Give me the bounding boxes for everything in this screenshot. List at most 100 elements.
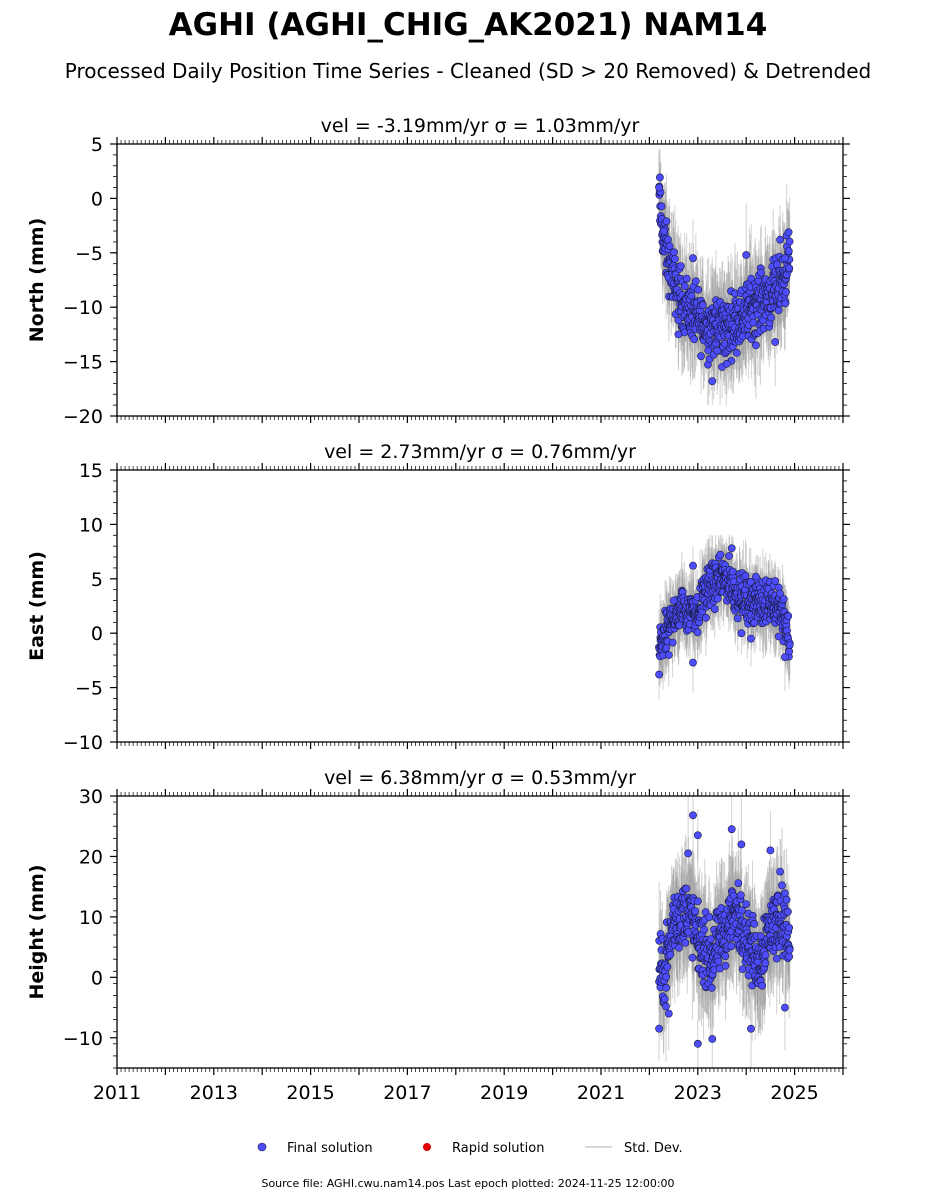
final-solution-point: [742, 900, 750, 908]
final-solution-point: [747, 634, 755, 643]
x-tick-label: 2021: [577, 1082, 625, 1104]
final-solution-point: [664, 235, 672, 244]
final-solution-point: [708, 1035, 717, 1043]
final-solution-point: [732, 348, 741, 357]
final-solution-point: [742, 251, 751, 259]
final-solution-point: [727, 544, 736, 553]
y-axis-label: North (mm): [26, 218, 48, 343]
legend: Final solution Rapid solution Std. Dev.: [257, 1141, 683, 1156]
footer-source: Source file: AGHI.cwu.nam14.pos Last epo…: [261, 1177, 674, 1190]
final-solution-point: [656, 173, 664, 182]
final-solution-point: [747, 1024, 755, 1033]
y-tick-label: −10: [63, 732, 103, 754]
final-solution-point: [785, 952, 794, 961]
final-solution-point: [734, 879, 743, 887]
final-solution-point: [682, 274, 691, 283]
final-solution-point: [781, 254, 789, 263]
final-solution-point: [781, 1003, 789, 1012]
legend-label-final: Final solution: [287, 1141, 373, 1156]
final-solution-point: [662, 644, 671, 652]
x-tick-label: 2011: [93, 1082, 141, 1104]
y-tick-label: −10: [63, 1028, 103, 1050]
final-solution-point: [752, 341, 760, 350]
final-solution-point: [705, 913, 714, 921]
y-tick-label: −5: [75, 678, 103, 700]
final-solution-point: [779, 595, 788, 603]
figure-title: AGHI (AGHI_CHIG_AK2021) NAM14: [169, 7, 768, 43]
final-solution-point: [676, 262, 685, 270]
final-solution-point: [725, 552, 733, 560]
final-solution-point: [662, 217, 671, 226]
y-tick-label: 0: [91, 967, 103, 989]
final-solution-point: [761, 959, 770, 968]
final-solution-point: [785, 237, 794, 246]
final-solution-point: [713, 346, 722, 355]
final-solution-point: [664, 1009, 673, 1018]
final-solution-point: [702, 613, 710, 622]
final-solution-point: [781, 653, 789, 661]
final-solution-point: [698, 301, 707, 310]
final-solution-point: [697, 352, 705, 361]
final-solution-point: [710, 605, 719, 613]
final-solution-point: [766, 846, 775, 855]
final-solution-point: [688, 953, 697, 962]
x-tick-label: 2015: [286, 1082, 334, 1104]
final-solution-point: [776, 867, 784, 876]
final-solution-point: [737, 906, 746, 915]
final-solution-point: [689, 811, 697, 820]
final-solution-point: [693, 1039, 702, 1048]
final-solution-point: [666, 950, 675, 959]
final-solution-point: [706, 935, 715, 943]
y-axis-label: Height (mm): [26, 864, 48, 999]
final-solution-point: [691, 277, 700, 286]
velocity-annotation: vel = 6.38mm/yr σ = 0.53mm/yr: [324, 767, 636, 789]
final-solution-point: [662, 972, 671, 981]
figure-subtitle: Processed Daily Position Time Series - C…: [65, 59, 871, 83]
panels: vel = -3.19mm/yr σ = 1.03mm/yr North (mm)…: [26, 115, 850, 1104]
final-solution-point: [721, 961, 730, 970]
final-solution-point: [693, 831, 702, 840]
final-solution-point: [708, 377, 717, 386]
final-solution-point: [784, 612, 793, 620]
final-solution-point: [670, 248, 678, 257]
x-tick-label: 2025: [770, 1082, 818, 1104]
final-solution-point: [750, 920, 759, 928]
final-solution-point: [662, 983, 671, 992]
final-solution-point: [785, 945, 794, 954]
final-solution-point: [671, 255, 679, 263]
final-solution-point: [737, 840, 746, 849]
y-tick-label: 0: [91, 188, 103, 210]
x-tick-label: 2013: [190, 1082, 238, 1104]
final-solution-point: [778, 881, 786, 890]
velocity-annotation: vel = -3.19mm/yr σ = 1.03mm/yr: [321, 115, 640, 137]
final-solution-point: [781, 299, 790, 308]
final-solution-point: [776, 589, 784, 598]
final-solution-point: [655, 1024, 663, 1033]
final-solution-point: [736, 891, 745, 900]
final-solution-point: [680, 282, 689, 291]
final-solution-point: [674, 330, 683, 339]
final-solution-point: [655, 670, 663, 679]
final-solution-point: [713, 594, 722, 603]
final-solution-point: [758, 981, 766, 990]
legend-marker-final: [257, 1142, 267, 1152]
legend-label-rapid: Rapid solution: [452, 1141, 544, 1156]
y-tick-label: 30: [79, 786, 103, 808]
final-solution-point: [689, 658, 697, 667]
y-tick-label: 15: [79, 460, 103, 482]
final-solution-point: [707, 984, 716, 992]
final-solution-point: [752, 572, 760, 581]
final-solution-point: [660, 995, 669, 1003]
legend-label-stddev: Std. Dev.: [624, 1141, 683, 1156]
final-solution-point: [785, 641, 794, 649]
final-solution-point: [772, 954, 781, 963]
final-solution-point: [694, 285, 703, 294]
final-solution-point: [728, 567, 737, 576]
final-solution-point: [784, 228, 793, 237]
final-solution-point: [780, 889, 789, 898]
final-solution-point: [785, 923, 793, 932]
final-solution-point: [663, 963, 672, 971]
final-solution-point: [727, 825, 736, 834]
final-solution-point: [660, 227, 668, 235]
